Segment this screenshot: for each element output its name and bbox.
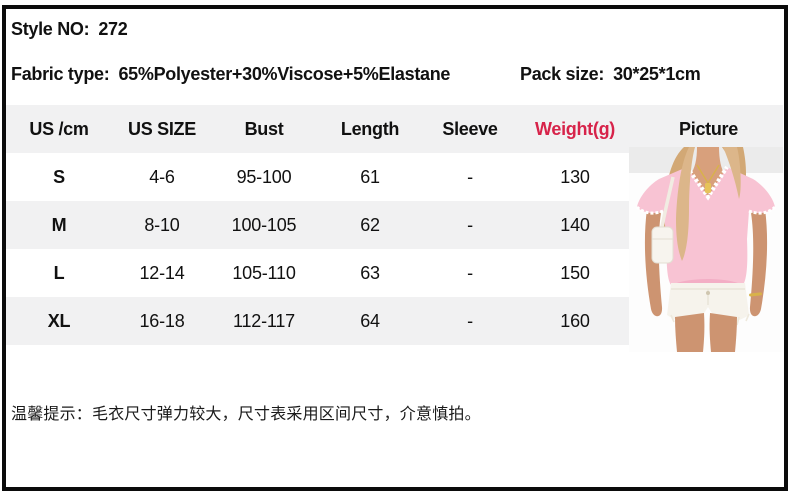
vest-right-sleeve-trim (748, 205, 777, 215)
us-size-cell: 4-6 (149, 166, 175, 187)
sleeve-cell: - (467, 262, 473, 283)
model-hair-front-left (676, 147, 695, 261)
length-cell: 62 (360, 214, 380, 235)
header-weight: Weight(g) (535, 118, 615, 139)
model-bracelet (749, 292, 763, 297)
weight-cell: 150 (560, 262, 590, 283)
pack-size-line: Pack size: 30*25*1cm (520, 64, 701, 85)
vest-left-sleeve-trim (635, 205, 664, 215)
table-header-row: US /cm US SIZE Bust Length Sleeve Weight… (6, 105, 783, 153)
model-right-leg (709, 313, 737, 352)
bust-cell: 100-105 (231, 214, 297, 235)
style-number-line: Style NO: 272 (11, 19, 128, 40)
shorts-button (706, 291, 710, 295)
weight-cell: 140 (560, 214, 590, 235)
sleeve-cell: - (467, 310, 473, 331)
pack-size-value: 30*25*1cm (613, 64, 701, 84)
bust-cell: 105-110 (232, 262, 296, 283)
sleeve-cell: - (467, 214, 473, 235)
header-bust: Bust (244, 118, 284, 139)
vest-vneck-trim (685, 165, 729, 201)
reminder-note: 温馨提示：毛衣尺寸弹力较大，尺寸表采用区间尺寸，介意慎拍。 (11, 406, 481, 423)
bag-strap (660, 176, 675, 228)
model-hair-front-right (723, 147, 741, 199)
header-sleeve: Sleeve (442, 118, 498, 139)
header-us-cm: US /cm (29, 118, 89, 139)
header-picture: Picture (679, 118, 738, 139)
size-cell: S (53, 166, 65, 187)
table-row-s: S 4-6 95-100 61 - 130 (6, 153, 783, 201)
header-us-size: US SIZE (128, 118, 196, 139)
style-number-label: Style NO: (11, 19, 90, 39)
us-size-cell: 8-10 (144, 214, 180, 235)
shoulder-bag (651, 226, 674, 264)
model-left-leg (675, 313, 705, 352)
length-cell: 61 (360, 166, 380, 187)
size-cell: M (51, 214, 67, 235)
fabric-type-label: Fabric type: (11, 64, 110, 84)
bust-cell: 95-100 (236, 166, 292, 187)
weight-cell: 160 (560, 310, 590, 331)
fabric-type-line: Fabric type: 65%Polyester+30%Viscose+5%El… (11, 64, 450, 85)
size-cell: L (53, 262, 65, 283)
necklace-pendant (705, 183, 711, 193)
us-size-cell: 16-18 (139, 310, 185, 331)
product-photo (629, 147, 783, 352)
weight-cell: 130 (560, 166, 590, 187)
size-cell: XL (47, 310, 71, 331)
us-size-cell: 12-14 (139, 262, 185, 283)
header-length: Length (340, 118, 400, 139)
bust-cell: 112-117 (233, 310, 295, 331)
length-cell: 63 (360, 262, 380, 283)
table-row-l: L 12-14 105-110 63 - 150 (6, 249, 783, 297)
length-cell: 64 (360, 310, 380, 331)
fabric-type-value: 65%Polyester+30%Viscose+5%Elastane (118, 64, 451, 84)
sleeve-cell: - (467, 166, 473, 187)
style-number-value: 272 (98, 19, 128, 39)
model-right-arm (749, 209, 768, 317)
pack-size-label: Pack size: (520, 64, 605, 84)
